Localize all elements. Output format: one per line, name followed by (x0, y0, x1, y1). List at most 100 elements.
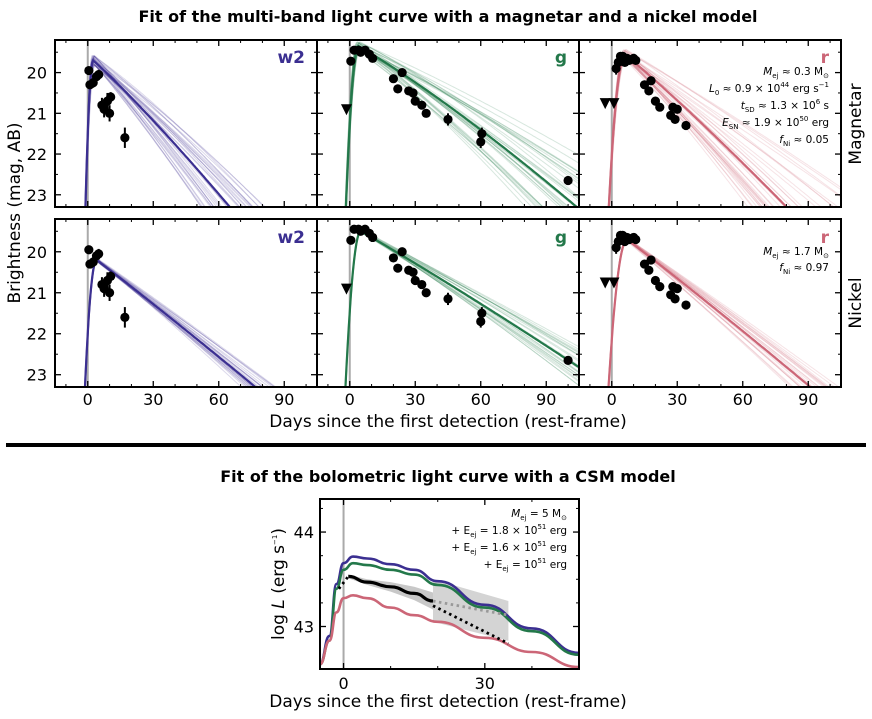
bottom-frame (319, 498, 580, 670)
model-sample (345, 229, 579, 387)
band-label-g-magnetar: g (555, 48, 567, 68)
model-sample (607, 237, 818, 387)
y-tick-label: 23 (27, 186, 47, 205)
model-sample (345, 49, 579, 207)
model-sample (608, 54, 754, 207)
model-sample (608, 55, 769, 207)
model-best-fit (607, 52, 789, 207)
model-sample (85, 60, 222, 207)
data-point (410, 275, 420, 286)
data-point (646, 255, 656, 265)
bolometric-plot (319, 498, 580, 670)
model-sample (344, 231, 579, 387)
csm-model-line (320, 555, 579, 666)
model-sample (608, 238, 829, 387)
data-point (655, 102, 665, 112)
model-sample (607, 49, 841, 207)
model-sample (84, 55, 206, 207)
model-sample (83, 258, 267, 387)
bottom-tick-labels: 0 30 44 43 (294, 523, 495, 693)
model-sample (608, 55, 767, 207)
data-point (104, 108, 115, 118)
model-best-fit (344, 44, 579, 207)
upper-limit-marker (599, 277, 611, 289)
top-y-axis-label: Brightness (mag, AB) (5, 122, 25, 303)
data-point (477, 129, 487, 139)
model-sample (608, 51, 800, 207)
data-point (476, 316, 486, 327)
data-point (393, 263, 403, 273)
model-sample (608, 55, 749, 207)
data-point (368, 232, 378, 243)
y-tick-label: 22 (27, 145, 47, 164)
data-point (670, 294, 680, 304)
model-sample (345, 42, 579, 207)
panel-magnetar-r (578, 39, 842, 208)
model-sample (84, 258, 277, 387)
param-l0-magnetar: L0 ≈ 0.9 × 1044 erg s−1 (709, 81, 829, 97)
data-point (646, 76, 656, 86)
model-sample (344, 44, 579, 207)
model-sample (608, 237, 815, 387)
param-esn-magnetar: ESN ≈ 1.9 × 1050 erg (722, 115, 829, 131)
data-point (120, 312, 130, 322)
y-tick-label: 21 (27, 104, 47, 123)
model-sample (84, 258, 276, 387)
y-tick-label: 44 (294, 523, 314, 542)
data-point (106, 92, 116, 102)
model-sample (84, 258, 264, 387)
model-sample (345, 44, 539, 207)
model-best-fit (83, 258, 258, 387)
model-sample (608, 54, 841, 207)
data-point (672, 104, 682, 114)
data-point (644, 265, 654, 275)
data-point (417, 100, 427, 110)
model-sample (608, 49, 841, 207)
model-sample (607, 49, 804, 207)
data-point (388, 74, 399, 84)
model-sample (345, 229, 579, 387)
model-sample (85, 59, 265, 207)
model-sample (85, 61, 202, 207)
model-best-fit (607, 238, 813, 387)
model-sample (608, 239, 793, 387)
upper-limit-marker (340, 104, 352, 116)
model-sample (85, 55, 254, 207)
data-point (563, 175, 573, 186)
model-sample (84, 260, 252, 387)
model-sample (84, 58, 248, 207)
model-best-fit (84, 58, 232, 207)
model-sample (345, 49, 541, 207)
model-sample (607, 57, 762, 207)
model-sample (344, 229, 579, 387)
x-tick-label: 30 (405, 390, 425, 409)
data-point (655, 282, 665, 292)
data-point (421, 108, 431, 118)
model-sample (607, 237, 828, 387)
upper-limit-marker (608, 277, 620, 289)
model-sample (346, 48, 567, 207)
observed-bolometric-line (348, 574, 434, 603)
bottom-legend: Mej = 5 M⊙ + Eej = 1.8 × 1051 erg + Eej … (451, 508, 567, 573)
model-sample (84, 260, 248, 387)
model-sample (608, 58, 775, 207)
panel-frame (578, 218, 842, 388)
row-label-magnetar: Magnetar (846, 83, 866, 164)
model-sample (344, 230, 579, 387)
model-sample (607, 50, 782, 207)
model-sample (345, 48, 579, 207)
data-point (670, 114, 680, 125)
bottom-x-axis-label: Days since the first detection (rest-fra… (269, 692, 626, 712)
grey-extrapolation-dotted (432, 599, 509, 617)
model-sample (84, 60, 241, 207)
data-point (388, 253, 399, 263)
model-sample (608, 56, 787, 207)
model-sample (345, 48, 579, 207)
model-sample (84, 60, 244, 207)
data-point (393, 84, 403, 94)
x-tick-label: 30 (667, 390, 687, 409)
model-sample (608, 57, 771, 207)
model-sample (608, 52, 753, 207)
param-fni-nickel: fNi ≈ 0.97 (779, 262, 829, 276)
